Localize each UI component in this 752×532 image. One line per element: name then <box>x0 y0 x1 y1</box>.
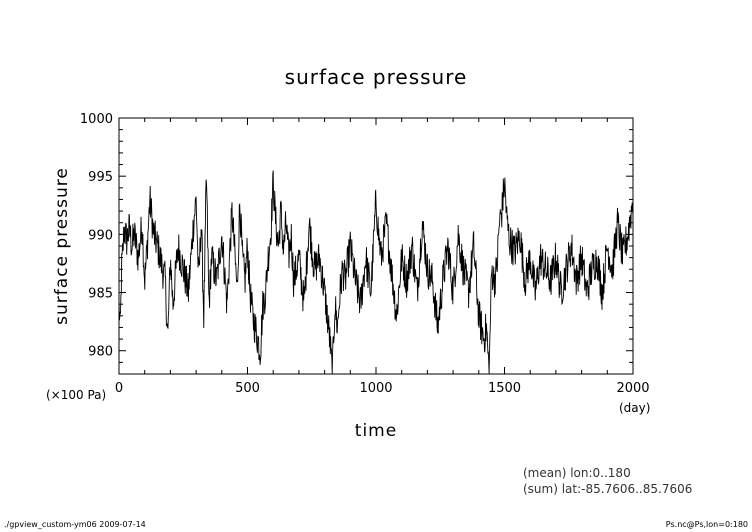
x-unit-label: (day) <box>619 401 650 415</box>
y-tick-label: 995 <box>88 170 113 185</box>
x-tick-label: 1500 <box>488 381 521 396</box>
y-tick-label: 1000 <box>80 112 113 127</box>
x-tick-label: 500 <box>235 381 260 396</box>
y-axis: 980 985 990 995 1000 <box>80 112 633 375</box>
x-axis-label: time <box>355 421 397 441</box>
y-axis-label: surface pressure <box>52 167 72 325</box>
footer-right: Ps.nc@Ps,lon=0:180 <box>666 520 748 529</box>
y-tick-label: 985 <box>88 287 113 302</box>
y-tick-label: 980 <box>88 345 113 360</box>
series-line <box>118 170 634 375</box>
x-tick-label: 2000 <box>616 381 649 396</box>
x-axis: 0 500 1000 1500 2000 <box>115 118 650 396</box>
chart-title: surface pressure <box>285 65 468 89</box>
footer-left: ./gpview_custom-ym06 2009-07-14 <box>4 520 146 529</box>
y-unit-label: (×100 Pa) <box>46 388 106 402</box>
x-tick-label: 1000 <box>359 381 392 396</box>
x-tick-label: 0 <box>115 381 123 396</box>
y-tick-label: 990 <box>88 228 113 243</box>
mean-annotation: (mean) lon:0..180 <box>523 466 631 480</box>
sum-annotation: (sum) lat:-85.7606..85.7606 <box>523 482 692 496</box>
